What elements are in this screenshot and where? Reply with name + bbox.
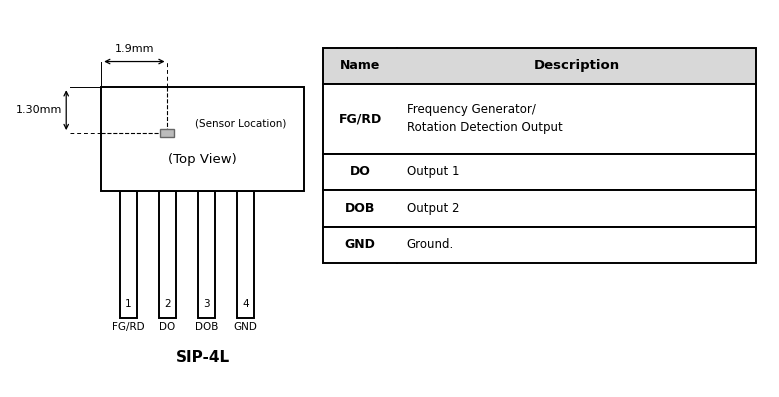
Text: 2: 2 [164, 299, 171, 309]
Text: 3: 3 [203, 299, 210, 309]
Bar [323, 227, 756, 263]
Text: DOB: DOB [195, 322, 218, 332]
Text: DO: DO [160, 322, 175, 332]
Text: DOB: DOB [345, 202, 375, 215]
Bar [323, 154, 756, 190]
Text: GND: GND [345, 239, 375, 251]
Text: Output 2: Output 2 [407, 202, 459, 215]
Bar [237, 191, 254, 318]
Text: DO: DO [350, 166, 371, 178]
Text: Name: Name [340, 60, 380, 72]
Text: (Sensor Location): (Sensor Location) [195, 118, 286, 128]
Text: Frequency Generator/
Rotation Detection Output: Frequency Generator/ Rotation Detection … [407, 103, 562, 135]
Bar [101, 87, 304, 191]
Text: 1.30mm: 1.30mm [16, 105, 62, 115]
Text: Description: Description [534, 60, 619, 72]
Text: Ground.: Ground. [407, 239, 454, 251]
Bar [323, 84, 756, 154]
Bar [160, 129, 174, 137]
Text: 1: 1 [125, 299, 132, 309]
Text: SIP-4L: SIP-4L [175, 350, 230, 365]
Text: (Top View): (Top View) [168, 153, 237, 166]
Text: 4: 4 [242, 299, 249, 309]
Bar [198, 191, 215, 318]
Text: Output 1: Output 1 [407, 166, 459, 178]
Bar [323, 48, 756, 84]
Text: GND: GND [234, 322, 257, 332]
Text: 1.9mm: 1.9mm [115, 44, 154, 54]
Text: FG/RD: FG/RD [339, 112, 382, 125]
Bar [159, 191, 176, 318]
Bar [323, 190, 756, 227]
Bar [120, 191, 137, 318]
Text: FG/RD: FG/RD [112, 322, 145, 332]
